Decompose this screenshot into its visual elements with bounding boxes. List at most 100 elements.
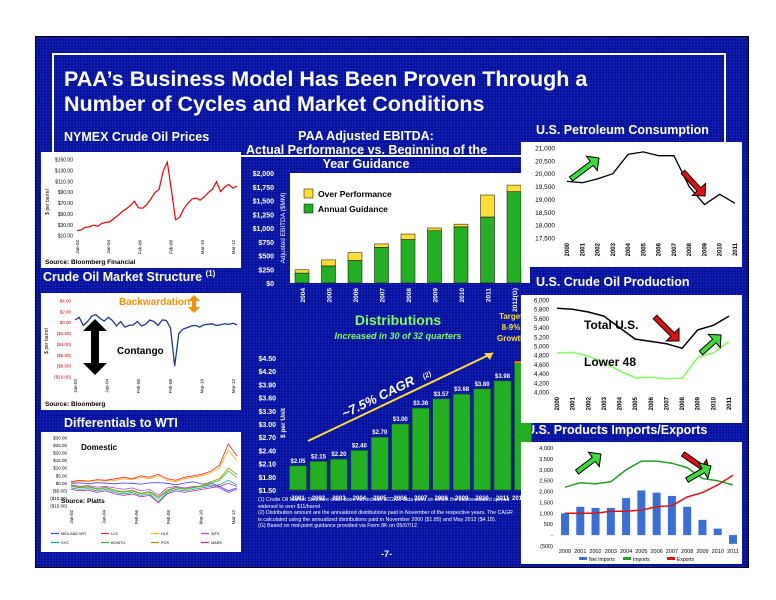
prod-y-tick: 5,600 (534, 317, 550, 323)
ebitda-legend-label: Over Performance (318, 189, 392, 199)
x-tick-label: 2002 (596, 242, 602, 256)
x-tick-label: Feb-06 (137, 240, 142, 255)
diff-series-line (70, 481, 238, 492)
consumption-header: U.S. Petroleum Consumption (536, 123, 709, 137)
y-tick-label: $5.00 (56, 473, 68, 478)
imp-net-bar (606, 507, 615, 536)
y-tick-label: $20.00 (53, 451, 67, 456)
prod-up-arrow (698, 333, 722, 356)
dist-y-tick: $4.20 (258, 369, 276, 376)
prod-y-tick: 5,000 (534, 345, 550, 351)
prod-total-line (556, 307, 730, 350)
imp-net-bar (729, 535, 737, 544)
diff-legend-label: WTS (211, 532, 220, 536)
dist-y-tick: $4.50 (258, 356, 276, 363)
dist-bar (289, 465, 307, 491)
y-tick-label: $150.00 (55, 158, 73, 164)
dist-x-tick: 2008 (435, 496, 449, 502)
prod-down-arrow (652, 314, 680, 342)
ebitda-legend-swatch (303, 203, 314, 214)
nymex-header: NYMEX Crude Oil Prices (64, 130, 210, 144)
imp-up-arrow-2 (685, 462, 712, 483)
imp-legend-label: Net Imports (589, 557, 615, 563)
ebitda-header: PAA Adjusted EBITDA: Actual Performance … (246, 129, 487, 171)
consumption-panel: 21,000 20,500 20,000 19,500 19,000 18,500 18,0… (521, 142, 742, 267)
x-tick-label: 2012(G) (512, 288, 519, 312)
dist-y-tick: $2.40 (258, 448, 276, 455)
y-tick-label: $110.00 (55, 179, 73, 185)
ebitda-overperf-bar (294, 269, 310, 274)
ebitda-guidance-bar (321, 265, 336, 284)
ebitda-guidance-bar (347, 260, 363, 284)
imp-x-tick: 2011 (727, 549, 739, 555)
x-tick-label: Jan-02 (73, 379, 78, 393)
x-tick-label: 2004 (626, 242, 632, 256)
x-tick-label: 2001 (580, 242, 586, 256)
dist-value-label: $2.15 (311, 454, 327, 460)
x-tick-label: 2011 (727, 396, 733, 410)
diff-source: Source: Platts (61, 498, 105, 505)
dist-subtitle: Increased in 30 of 32 quarters (334, 331, 461, 341)
x-tick-label: Mar-12 (231, 379, 236, 394)
imp-x-tick: 2006 (651, 549, 663, 555)
imp-y-tick: 1,500 (539, 500, 553, 506)
nymex-price-line (76, 160, 238, 232)
page-number: -7- (381, 549, 392, 559)
diff-header: Differentials to WTI (64, 416, 178, 430)
dist-value-label: $3.36 (413, 401, 429, 407)
dist-y-tick: $1.80 (258, 475, 276, 482)
x-tick-label: Mar-10 (199, 510, 204, 525)
ebitda-overperf-bar (321, 259, 336, 267)
ebitda-legend-swatch (303, 188, 314, 199)
dist-x-tick: 2006 (394, 496, 408, 502)
diff-legend-label: LLS (111, 532, 118, 536)
imp-x-tick: 2003 (605, 549, 617, 555)
dist-x-tick: 2010 (475, 496, 489, 502)
imp-y-tick: 4,000 (539, 446, 553, 452)
x-tick-label: 2005 (633, 396, 639, 410)
x-tick-label: Mar-10 (199, 379, 204, 394)
imports-header: U.S. Products Imports/Exports (526, 423, 708, 437)
diff-domestic-label: Domestic (81, 443, 118, 452)
x-tick-label: Jan-02 (75, 240, 80, 254)
structure-ylabel: $ per barrel (44, 328, 50, 354)
diff-legend-label: MARS (211, 541, 222, 545)
dist-y-tick: $3.60 (258, 396, 276, 403)
ebitda-y-tick: $2,000 (253, 171, 275, 178)
x-tick-label: 2006 (657, 242, 663, 256)
x-tick-label: Mar-12 (231, 240, 236, 255)
ebitda-overperf-bar (453, 223, 469, 228)
x-tick-label: 2001 (571, 396, 577, 410)
x-tick-label: 2007 (664, 396, 670, 410)
prod-y-tick: 5,200 (534, 335, 550, 341)
diff-series-line (70, 484, 238, 496)
structure-panel: $4.00 $2.00 $0.00 ($2.00) ($4.00) ($6.00) ($8.… (41, 293, 241, 410)
cons-line (566, 151, 736, 206)
diff-legend-label: POS (161, 541, 169, 545)
cons-y-tick: 18,000 (535, 223, 555, 230)
dist-value-label: $2.05 (290, 459, 306, 465)
dist-value-label: $2.40 (352, 443, 368, 449)
imp-y-tick: 500 (544, 522, 553, 528)
cons-down-arrow (680, 169, 707, 197)
dist-bar (432, 398, 450, 491)
imp-net-bar (622, 498, 631, 536)
ebitda-y-tick: $500 (258, 254, 274, 261)
prod-y-tick: 4,800 (534, 354, 550, 360)
y-tick-label: $90.00 (58, 190, 74, 196)
imp-net-bar (652, 492, 661, 536)
nymex-chart: $150.00 $130.00 $110.00 $90.00 $70.00 $50.00 $… (45, 158, 238, 266)
imp-y-tick: (500) (540, 544, 553, 550)
y-tick-label: ($6.00) (57, 353, 72, 358)
imp-imports-line (564, 460, 734, 488)
x-tick-label: 2002 (586, 396, 592, 410)
y-tick-label: $10.00 (53, 466, 67, 471)
x-tick-label: 2005 (327, 288, 334, 303)
x-tick-label: 2010 (711, 396, 717, 410)
backwardation-label: Backwardation (119, 297, 190, 308)
y-tick-label: $70.00 (58, 201, 74, 207)
y-tick-label: $10.00 (58, 234, 74, 240)
imp-x-tick: 2001 (574, 549, 586, 555)
x-tick-label: 2011 (486, 288, 493, 302)
x-tick-label: Feb-08 (168, 379, 173, 394)
